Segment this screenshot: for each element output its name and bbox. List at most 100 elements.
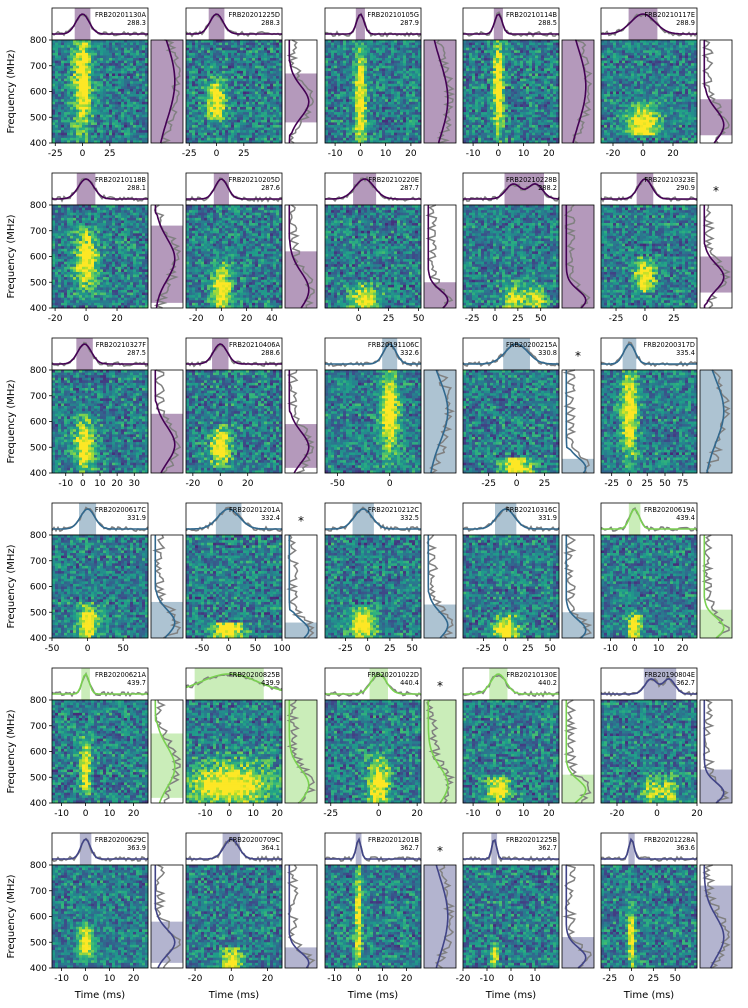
heatmap-cell (222, 124, 226, 128)
heatmap-cell (490, 96, 494, 100)
heatmap-cell (195, 73, 199, 77)
heatmap-cell (487, 78, 491, 82)
heatmap-cell (505, 119, 509, 123)
heatmap-cell (493, 42, 497, 46)
heatmap-cell (337, 45, 341, 49)
heatmap-cell (367, 104, 371, 108)
heatmap-cell (85, 78, 89, 82)
heatmap-cell (145, 70, 149, 74)
heatmap-cell (358, 86, 362, 90)
heatmap-cell (466, 58, 470, 61)
heatmap-cell (532, 55, 536, 59)
heatmap-cell (267, 40, 271, 43)
heatmap-cell (82, 60, 86, 64)
heatmap-cell (216, 81, 220, 85)
heatmap-cell (418, 122, 422, 126)
heatmap-cell (337, 40, 341, 43)
heatmap-cell (55, 135, 59, 139)
heatmap-cell (127, 45, 131, 49)
heatmap-cell (61, 40, 65, 43)
heatmap-cell (58, 78, 62, 82)
heatmap-cell (222, 65, 226, 69)
heatmap-cell (130, 50, 134, 54)
heatmap-cell (97, 130, 101, 134)
heatmap-cell (82, 127, 86, 131)
heatmap-cell (195, 42, 199, 46)
heatmap-cell (352, 88, 356, 92)
heatmap-cell (130, 91, 134, 95)
heatmap-cell (547, 106, 551, 110)
heatmap-cell (409, 42, 413, 46)
heatmap-cell (204, 132, 208, 136)
heatmap-cell (355, 96, 359, 100)
heatmap-cell (79, 47, 83, 51)
heatmap-cell (225, 58, 229, 61)
heatmap-cell (379, 117, 383, 121)
heatmap-cell (541, 70, 545, 74)
heatmap-cell (58, 88, 62, 92)
heatmap-cell (115, 91, 119, 95)
heatmap-cell (136, 60, 140, 64)
heatmap-cell (475, 91, 479, 95)
heatmap-cell (240, 45, 244, 49)
heatmap-cell (189, 117, 193, 121)
heatmap-cell (517, 68, 521, 72)
heatmap-cell (481, 40, 485, 43)
heatmap-cell (349, 42, 353, 46)
heatmap-cell (240, 94, 244, 98)
heatmap-cell (526, 112, 530, 116)
heatmap-cell (391, 94, 395, 98)
heatmap-cell (273, 86, 277, 90)
heatmap-cell (264, 63, 268, 67)
heatmap-cell (231, 45, 235, 49)
heatmap-cell (189, 65, 193, 69)
heatmap-cell (115, 132, 119, 136)
heatmap-cell (112, 45, 116, 49)
heatmap-cell (505, 91, 509, 95)
heatmap-cell (79, 45, 83, 49)
heatmap-cell (207, 101, 211, 105)
heatmap-cell (400, 96, 404, 100)
heatmap-cell (511, 52, 515, 56)
heatmap-cell (400, 94, 404, 98)
heatmap-cell (397, 76, 401, 79)
heatmap-cell (261, 140, 265, 144)
heatmap-cell (222, 78, 226, 82)
heatmap-cell (97, 55, 101, 59)
heatmap-cell (273, 55, 277, 59)
heatmap-cell (267, 137, 271, 141)
dynamic-spectrum-heatmap (52, 40, 149, 144)
heatmap-cell (496, 106, 500, 110)
heatmap-cell (130, 112, 134, 116)
heatmap-cell (198, 47, 202, 51)
heatmap-cell (201, 40, 205, 43)
heatmap-cell (472, 124, 476, 128)
heatmap-cell (496, 55, 500, 59)
heatmap-cell (76, 104, 80, 108)
heatmap-cell (189, 76, 193, 79)
heatmap-cell (130, 52, 134, 56)
heatmap-cell (517, 63, 521, 67)
heatmap-cell (520, 68, 524, 72)
heatmap-cell (343, 81, 347, 85)
heatmap-cell (466, 63, 470, 67)
heatmap-cell (100, 86, 104, 90)
heatmap-cell (556, 65, 560, 69)
heatmap-cell (273, 88, 277, 92)
heatmap-cell (487, 91, 491, 95)
heatmap-cell (412, 109, 416, 113)
heatmap-cell (352, 114, 356, 118)
heatmap-cell (261, 73, 265, 77)
heatmap-cell (210, 78, 214, 82)
heatmap-cell (243, 94, 247, 98)
heatmap-cell (231, 91, 235, 95)
heatmap-cell (484, 106, 488, 110)
heatmap-cell (406, 122, 410, 126)
heatmap-cell (249, 63, 253, 67)
heatmap-cell (82, 137, 86, 141)
heatmap-cell (231, 70, 235, 74)
heatmap-cell (189, 78, 193, 82)
heatmap-cell (139, 114, 143, 118)
heatmap-cell (73, 68, 77, 72)
heatmap-cell (73, 99, 77, 103)
